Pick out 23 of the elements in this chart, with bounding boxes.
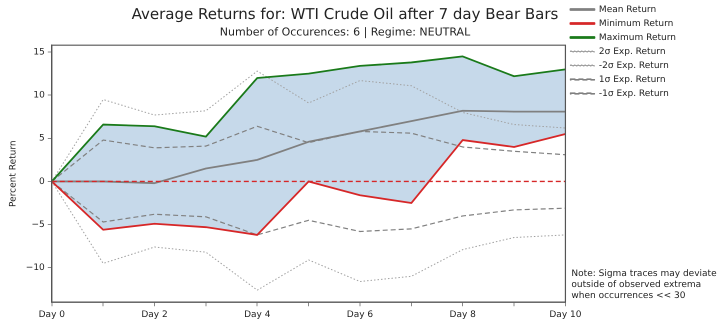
y-tick-label: 10 <box>33 90 46 101</box>
y-axis-title: Percent Return <box>8 140 19 207</box>
y-tick-label: −10 <box>26 263 46 274</box>
legend-label: -1σ Exp. Return <box>598 88 669 99</box>
x-tick-label: Day 8 <box>450 310 476 320</box>
x-tick-label: Day 0 <box>38 310 66 320</box>
y-tick-label: 0 <box>39 176 46 187</box>
y-tick-label: 5 <box>39 134 45 144</box>
x-tick-label: Day 10 <box>549 310 582 320</box>
legend-label: Minimum Return <box>598 18 674 29</box>
y-tick-label: 15 <box>33 47 45 58</box>
legend-label: Maximum Return <box>598 32 676 43</box>
x-tick-label: Day 4 <box>244 310 271 320</box>
legend-label: 1σ Exp. Return <box>598 74 666 85</box>
text: Note: Sigma traces may deviate outside of observed extrema when occurrences << 30 <box>571 269 718 302</box>
legend-label: Mean Return <box>598 4 656 15</box>
legend-label: -2σ Exp. Return <box>598 60 669 71</box>
x-tick-label: Day 6 <box>346 310 374 320</box>
chart-title: Average Returns for: WTI Crude Oil after 7 day Bear Bars <box>132 4 559 23</box>
y-tick-label: −5 <box>32 220 45 230</box>
x-tick-label: Day 2 <box>141 310 168 320</box>
chart-subtitle: Number of Occurences: 6 | Regime: NEUTRAL <box>220 25 472 38</box>
legend-label: 2σ Exp. Return <box>598 46 666 57</box>
